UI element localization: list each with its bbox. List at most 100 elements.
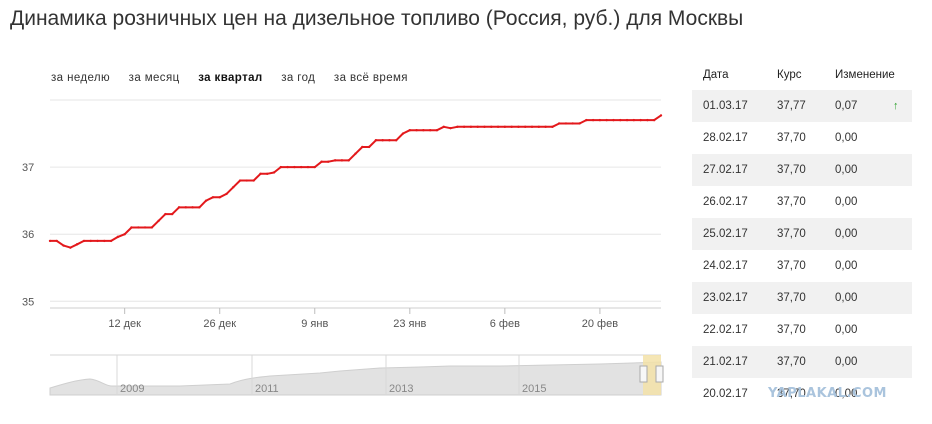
table-row: 26.02.17 37,70 0,00: [692, 186, 912, 218]
data-point: [483, 125, 486, 129]
data-point: [177, 206, 181, 209]
data-point: [123, 232, 126, 236]
up-arrow-icon: ↑: [893, 100, 899, 112]
data-point: [442, 125, 445, 129]
data-point: [333, 159, 337, 162]
data-point: [232, 186, 235, 189]
data-point: [510, 125, 513, 129]
rate-cell: 37,70: [777, 388, 806, 400]
data-point: [198, 206, 201, 209]
range-navigator[interactable]: 2009 2011 2013 2015: [49, 354, 664, 396]
data-point: [496, 125, 500, 129]
change-cell: 0,00: [835, 388, 858, 400]
data-point: [259, 172, 262, 176]
y-tick-label: 37: [22, 162, 34, 174]
data-point: [456, 125, 459, 129]
data-point: [116, 235, 120, 239]
gridlines: [50, 99, 661, 309]
data-point: [184, 206, 187, 209]
change-cell: 0,00: [835, 196, 858, 208]
data-point: [354, 152, 357, 155]
data-point: [503, 125, 507, 129]
x-tick-label: 6 фев: [490, 318, 520, 330]
data-point: [96, 239, 99, 243]
data-point: [462, 125, 466, 129]
table-row: 01.03.17 37,77 0,07 ↑: [692, 90, 912, 122]
data-point: [130, 226, 133, 229]
data-point: [544, 125, 547, 129]
data-point: [422, 128, 425, 132]
data-point: [367, 145, 371, 149]
navigator-year-label: 2009: [120, 383, 144, 395]
data-point: [320, 160, 323, 163]
data-point: [245, 179, 249, 182]
data-point: [646, 118, 649, 122]
table-row: 20.02.17 37,70 0,00: [692, 378, 912, 410]
rate-cell: 37,70: [777, 228, 806, 240]
data-point: [204, 199, 208, 202]
data-point: [299, 165, 303, 169]
header-change: Изменение: [835, 69, 895, 81]
data-point: [571, 122, 574, 125]
period-week[interactable]: за неделю: [51, 72, 111, 84]
data-point: [293, 165, 296, 169]
table-row: 27.02.17 37,70 0,00: [692, 154, 912, 186]
data-point: [69, 246, 72, 249]
data-point: [415, 128, 418, 132]
data-point: [225, 192, 228, 196]
change-cell: 0,00: [835, 324, 858, 336]
date-cell: 01.03.17: [703, 100, 748, 112]
data-point: [272, 171, 276, 174]
data-point: [157, 219, 160, 222]
data-point: [659, 114, 663, 117]
data-point: [591, 118, 595, 122]
y-axis-ticks: 35 36 37: [22, 162, 34, 308]
data-point: [340, 159, 344, 162]
data-point: [551, 125, 554, 129]
date-cell: 24.02.17: [703, 260, 748, 272]
header-date: Дата: [703, 69, 729, 81]
data-point: [238, 179, 242, 182]
date-cell: 20.02.17: [703, 388, 748, 400]
data-point: [490, 125, 493, 129]
period-quarter[interactable]: за квартал: [198, 72, 263, 84]
x-tick-label: 20 фев: [582, 318, 618, 330]
period-year[interactable]: за год: [281, 72, 316, 84]
table-row: 25.02.17 37,70 0,00: [692, 218, 912, 250]
data-point: [211, 196, 215, 199]
navigator-handle-left[interactable]: [639, 365, 648, 383]
change-cell: 0,00: [835, 260, 858, 272]
data-point: [286, 165, 289, 169]
data-point: [361, 145, 364, 149]
data-point: [612, 118, 615, 122]
navigator-handle-right[interactable]: [655, 365, 664, 383]
data-point: [306, 165, 310, 169]
data-point: [401, 132, 405, 135]
period-selector: за неделю за месяц за квартал за год за …: [51, 72, 423, 84]
data-point: [530, 125, 534, 129]
data-point: [374, 139, 378, 142]
change-cell: 0,00: [835, 356, 858, 368]
data-point: [578, 122, 581, 125]
y-tick-label: 35: [22, 296, 34, 308]
data-point: [103, 239, 106, 243]
data-point: [55, 239, 58, 243]
price-chart: 35 36 37 12 дек 26 дек 9 янв 23 янв 6 фев 20 фе…: [22, 99, 664, 396]
period-all-time[interactable]: за всё время: [333, 72, 408, 84]
x-tick-label: 9 янв: [301, 318, 328, 330]
table-row: 28.02.17 37,70 0,00: [692, 122, 912, 154]
data-point: [327, 160, 330, 163]
navigator-selection[interactable]: [643, 355, 661, 395]
x-tick-label: 26 дек: [203, 318, 236, 330]
period-month[interactable]: за месяц: [128, 72, 180, 84]
data-point: [388, 139, 391, 142]
header-rate: Курс: [777, 69, 802, 81]
navigator-area: [49, 361, 662, 396]
date-cell: 27.02.17: [703, 164, 748, 176]
data-point: [653, 118, 656, 122]
table-row: 23.02.17 37,70 0,00: [692, 282, 912, 314]
table-header: Дата Курс Изменение: [692, 60, 912, 90]
x-tick-label: 12 дек: [108, 318, 141, 330]
series-diesel-price: [48, 114, 663, 249]
data-point: [252, 179, 255, 182]
